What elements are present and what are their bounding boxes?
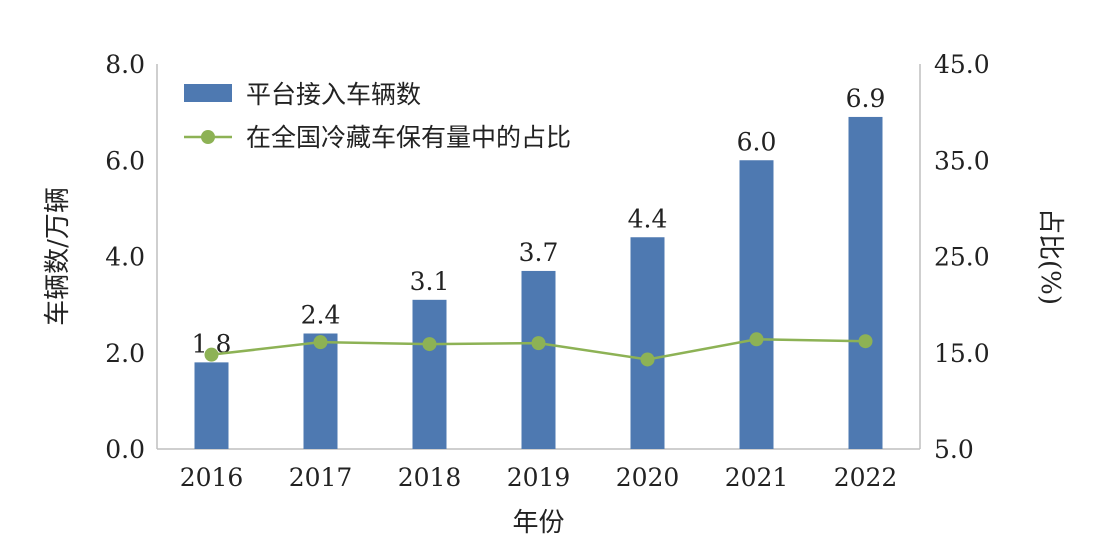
x-tick-label: 2021 [725, 463, 789, 492]
left-y-tick-label: 2.0 [105, 339, 145, 368]
x-tick-label: 2018 [398, 463, 462, 492]
right-y-tick-labels: 5.0 15.0 25.0 35.0 45.0 [934, 50, 990, 464]
line-point [313, 335, 328, 350]
x-tick-label: 2019 [507, 463, 571, 492]
right-y-tick-label: 15.0 [934, 339, 990, 368]
left-axis-title: 车辆数/万辆 [43, 187, 73, 326]
line-point [749, 332, 764, 347]
bar [630, 237, 665, 449]
legend: 平台接入车辆数 在全国冷藏车保有量中的占比 [184, 80, 571, 152]
left-y-tick-label: 4.0 [105, 243, 145, 272]
line-points [204, 332, 873, 367]
x-axis-title: 年份 [512, 508, 564, 538]
line-point [422, 337, 437, 352]
x-tick-labels: 2016 2017 2018 2019 2020 2021 2022 [180, 463, 898, 492]
right-axis-title: 占比(%) [1035, 208, 1065, 305]
x-tick-label: 2016 [180, 463, 244, 492]
right-y-tick-label: 25.0 [934, 243, 990, 272]
bar [303, 333, 338, 449]
bar-data-label: 3.1 [410, 267, 450, 296]
legend-line-marker [201, 130, 215, 144]
left-y-tick-labels: 0.0 2.0 4.0 6.0 8.0 [105, 50, 145, 464]
bar [739, 160, 774, 449]
x-tick-label: 2017 [289, 463, 353, 492]
x-tick-label: 2020 [616, 463, 680, 492]
bar-data-label: 2.4 [301, 301, 341, 330]
legend-line-label: 在全国冷藏车保有量中的占比 [246, 123, 571, 152]
bar-data-label: 6.9 [846, 84, 886, 113]
bar-data-label: 6.0 [737, 127, 777, 156]
right-y-tick-label: 45.0 [934, 50, 990, 79]
right-y-tick-label: 5.0 [934, 435, 974, 464]
left-y-tick-label: 0.0 [105, 435, 145, 464]
line-point [204, 347, 219, 362]
line-point [858, 334, 873, 349]
legend-bar-label: 平台接入车辆数 [246, 80, 421, 109]
left-y-tick-label: 6.0 [105, 146, 145, 175]
bar [194, 362, 229, 449]
bar [412, 299, 447, 449]
bar-data-label: 3.7 [519, 238, 559, 267]
line-point [640, 352, 655, 367]
right-y-tick-label: 35.0 [934, 146, 990, 175]
line-point [531, 336, 546, 351]
bar-series [194, 116, 883, 449]
left-y-tick-label: 8.0 [105, 50, 145, 79]
bar-data-label: 4.4 [628, 204, 668, 233]
bar-data-labels: 1.82.43.13.74.46.06.9 [192, 84, 886, 358]
x-tick-label: 2022 [834, 463, 898, 492]
bar [848, 116, 883, 449]
legend-bar-swatch [184, 84, 232, 102]
bar [521, 270, 556, 449]
